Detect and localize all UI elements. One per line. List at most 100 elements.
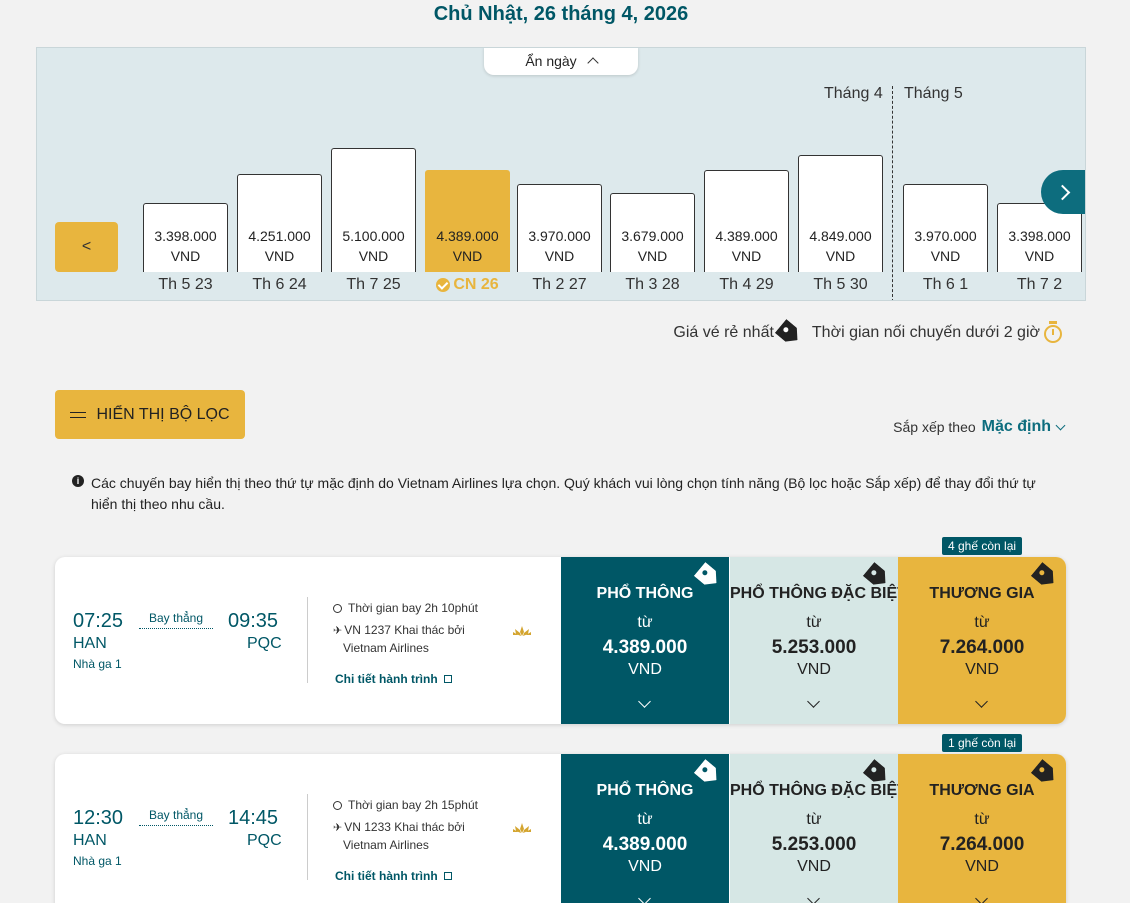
date-label-text: Th 2 27 <box>532 276 587 293</box>
fare-title: THƯƠNG GIA <box>929 585 1035 602</box>
fare-from: từ <box>637 811 653 828</box>
date-label-text: Th 3 28 <box>625 276 680 293</box>
fare-economy[interactable]: PHỔ THÔNG từ 4.389.000 VND <box>561 754 729 903</box>
next-dates-button[interactable] <box>1041 170 1085 214</box>
arrival-time: 14:45 <box>228 807 279 829</box>
chevron-down-icon <box>807 892 820 903</box>
date-label[interactable]: Th 5 23 <box>143 276 228 294</box>
date-currency: VND <box>930 248 961 264</box>
date-price: 3.679.000 <box>621 228 684 244</box>
sort-notice: i Các chuyến bay hiển thị theo thứ tự mặ… <box>72 473 1052 515</box>
chevron-down-icon <box>638 892 651 903</box>
date-label[interactable]: Th 6 1 <box>903 276 988 294</box>
fare-premium-economy[interactable]: PHỔ THÔNG ĐẶC BIỆT từ 5.253.000 VND <box>730 557 907 724</box>
date-price-bar[interactable]: 4.389.000 VND <box>704 170 789 272</box>
date-price-bar[interactable]: 3.970.000 VND <box>903 184 988 272</box>
fare-price: 7.264.000 <box>939 834 1025 855</box>
flight-number-text: VN 1237 Khai thác bởi <box>344 623 465 637</box>
seats-left-badge: 4 ghế còn lại <box>942 537 1023 555</box>
date-price-bar[interactable]: 3.398.000 VND <box>143 203 228 272</box>
fare-premium-economy[interactable]: PHỔ THÔNG ĐẶC BIỆT từ 5.253.000 VND <box>730 754 907 903</box>
date-label-text: Th 7 25 <box>346 276 401 293</box>
show-filter-button[interactable]: HIỂN THỊ BỘ LỌC <box>55 390 245 439</box>
date-label[interactable]: CN 26 <box>425 276 510 294</box>
date-price: 3.970.000 <box>528 228 591 244</box>
flight-number: ✈ VN 1233 Khai thác bởi <box>333 818 465 837</box>
chevron-down-icon <box>975 695 988 708</box>
date-label[interactable]: Th 3 28 <box>610 276 695 294</box>
chevron-down-icon <box>1055 420 1066 430</box>
date-label[interactable]: Th 5 30 <box>798 276 883 294</box>
date-currency: VND <box>731 248 762 264</box>
fare-business[interactable]: THƯƠNG GIA từ 7.264.000 VND <box>898 557 1066 724</box>
hide-days-button[interactable]: Ẩn ngày <box>484 48 638 75</box>
sort-value[interactable]: Mặc định <box>981 418 1051 435</box>
seats-left-badge: 1 ghế còn lại <box>942 734 1023 752</box>
date-price: 4.389.000 <box>436 228 499 244</box>
sort-notice-text: Các chuyến bay hiển thị theo thứ tự mặc … <box>91 475 1036 512</box>
fare-economy[interactable]: PHỔ THÔNG từ 4.389.000 VND <box>561 557 729 724</box>
sort-selector[interactable]: Sắp xếp theo Mặc định <box>893 418 1066 436</box>
date-price-bar[interactable]: 4.389.000 VND <box>425 170 510 272</box>
date-price-bar[interactable]: 4.251.000 VND <box>237 174 322 272</box>
fare-price: 7.264.000 <box>939 637 1025 658</box>
date-currency: VND <box>170 248 201 264</box>
external-link-icon <box>443 675 452 683</box>
date-label[interactable]: Th 7 2 <box>997 276 1082 294</box>
fare-from: từ <box>974 811 990 828</box>
month-label-april: Tháng 4 <box>824 85 883 102</box>
plane-icon: ✈ <box>333 822 343 834</box>
date-currency: VND <box>358 248 389 264</box>
chevron-down-icon <box>975 892 988 903</box>
itinerary-details-link[interactable]: Chi tiết hành trình <box>335 672 452 686</box>
fare-currency: VND <box>797 661 831 678</box>
prev-dates-button[interactable]: < <box>55 222 118 272</box>
operator: Vietnam Airlines <box>343 838 429 852</box>
sliders-icon <box>70 410 87 420</box>
date-price: 4.849.000 <box>809 228 872 244</box>
date-label-text: Th 6 1 <box>922 276 969 293</box>
date-label-text: Th 7 2 <box>1016 276 1063 293</box>
operator: Vietnam Airlines <box>343 641 429 655</box>
date-currency: VND <box>544 248 575 264</box>
flight-info: 07:25 09:35 Bay thẳng HAN PQC Nhà ga 1 Thời gi… <box>55 557 561 724</box>
route-line <box>139 628 213 629</box>
flight-number-text: VN 1233 Khai thác bởi <box>344 820 465 834</box>
fare-from: từ <box>806 811 822 828</box>
sort-label: Sắp xếp theo <box>893 419 976 435</box>
departure-time: 07:25 <box>73 610 124 632</box>
date-price-bar[interactable]: 4.849.000 VND <box>798 155 883 272</box>
date-label-text: Th 6 24 <box>252 276 307 293</box>
itinerary-details-text: Chi tiết hành trình <box>335 672 438 686</box>
departure-time: 12:30 <box>73 807 124 829</box>
date-label[interactable]: Th 7 25 <box>331 276 416 294</box>
date-currency: VND <box>637 248 668 264</box>
date-price-bar[interactable]: 3.679.000 VND <box>610 193 695 272</box>
legend-cheapest-label: Giá vé rẻ nhất <box>673 323 774 341</box>
itinerary-details-text: Chi tiết hành trình <box>335 869 438 883</box>
date-price-bar[interactable]: 3.398.000 VND <box>997 203 1082 272</box>
date-title: Chủ Nhật, 26 tháng 4, 2026 <box>433 3 689 25</box>
legend-short-connection: Thời gian nối chuyến dưới 2 giờ <box>811 321 1062 343</box>
date-currency: VND <box>264 248 295 264</box>
chevron-right-icon <box>1054 184 1070 200</box>
date-price: 3.970.000 <box>914 228 977 244</box>
legend-short-connection-label: Thời gian nối chuyến dưới 2 giờ <box>811 323 1040 341</box>
chevron-down-icon <box>638 695 651 708</box>
date-label-text: CN 26 <box>453 276 499 293</box>
date-label[interactable]: Th 6 24 <box>237 276 322 294</box>
date-label[interactable]: Th 2 27 <box>517 276 602 294</box>
date-price-bar[interactable]: 5.100.000 VND <box>331 148 416 272</box>
arrival-airport: PQC <box>247 635 282 652</box>
fare-title: PHỔ THÔNG ĐẶC BIỆT <box>730 585 907 602</box>
itinerary-details-link[interactable]: Chi tiết hành trình <box>335 869 452 883</box>
fare-price: 5.253.000 <box>771 637 857 658</box>
arrival-airport: PQC <box>247 832 282 849</box>
flight-card: 1 ghế còn lại 12:30 14:45 Bay thẳng HAN PQC Nh… <box>55 734 1066 903</box>
fare-business[interactable]: THƯƠNG GIA từ 7.264.000 VND <box>898 754 1066 903</box>
date-label[interactable]: Th 4 29 <box>704 276 789 294</box>
departure-airport: HAN <box>73 635 107 652</box>
fare-title: THƯƠNG GIA <box>929 782 1035 799</box>
flight-card: 4 ghế còn lại 07:25 09:35 Bay thẳng HAN PQC Nh… <box>55 537 1066 724</box>
date-price-bar[interactable]: 3.970.000 VND <box>517 184 602 272</box>
